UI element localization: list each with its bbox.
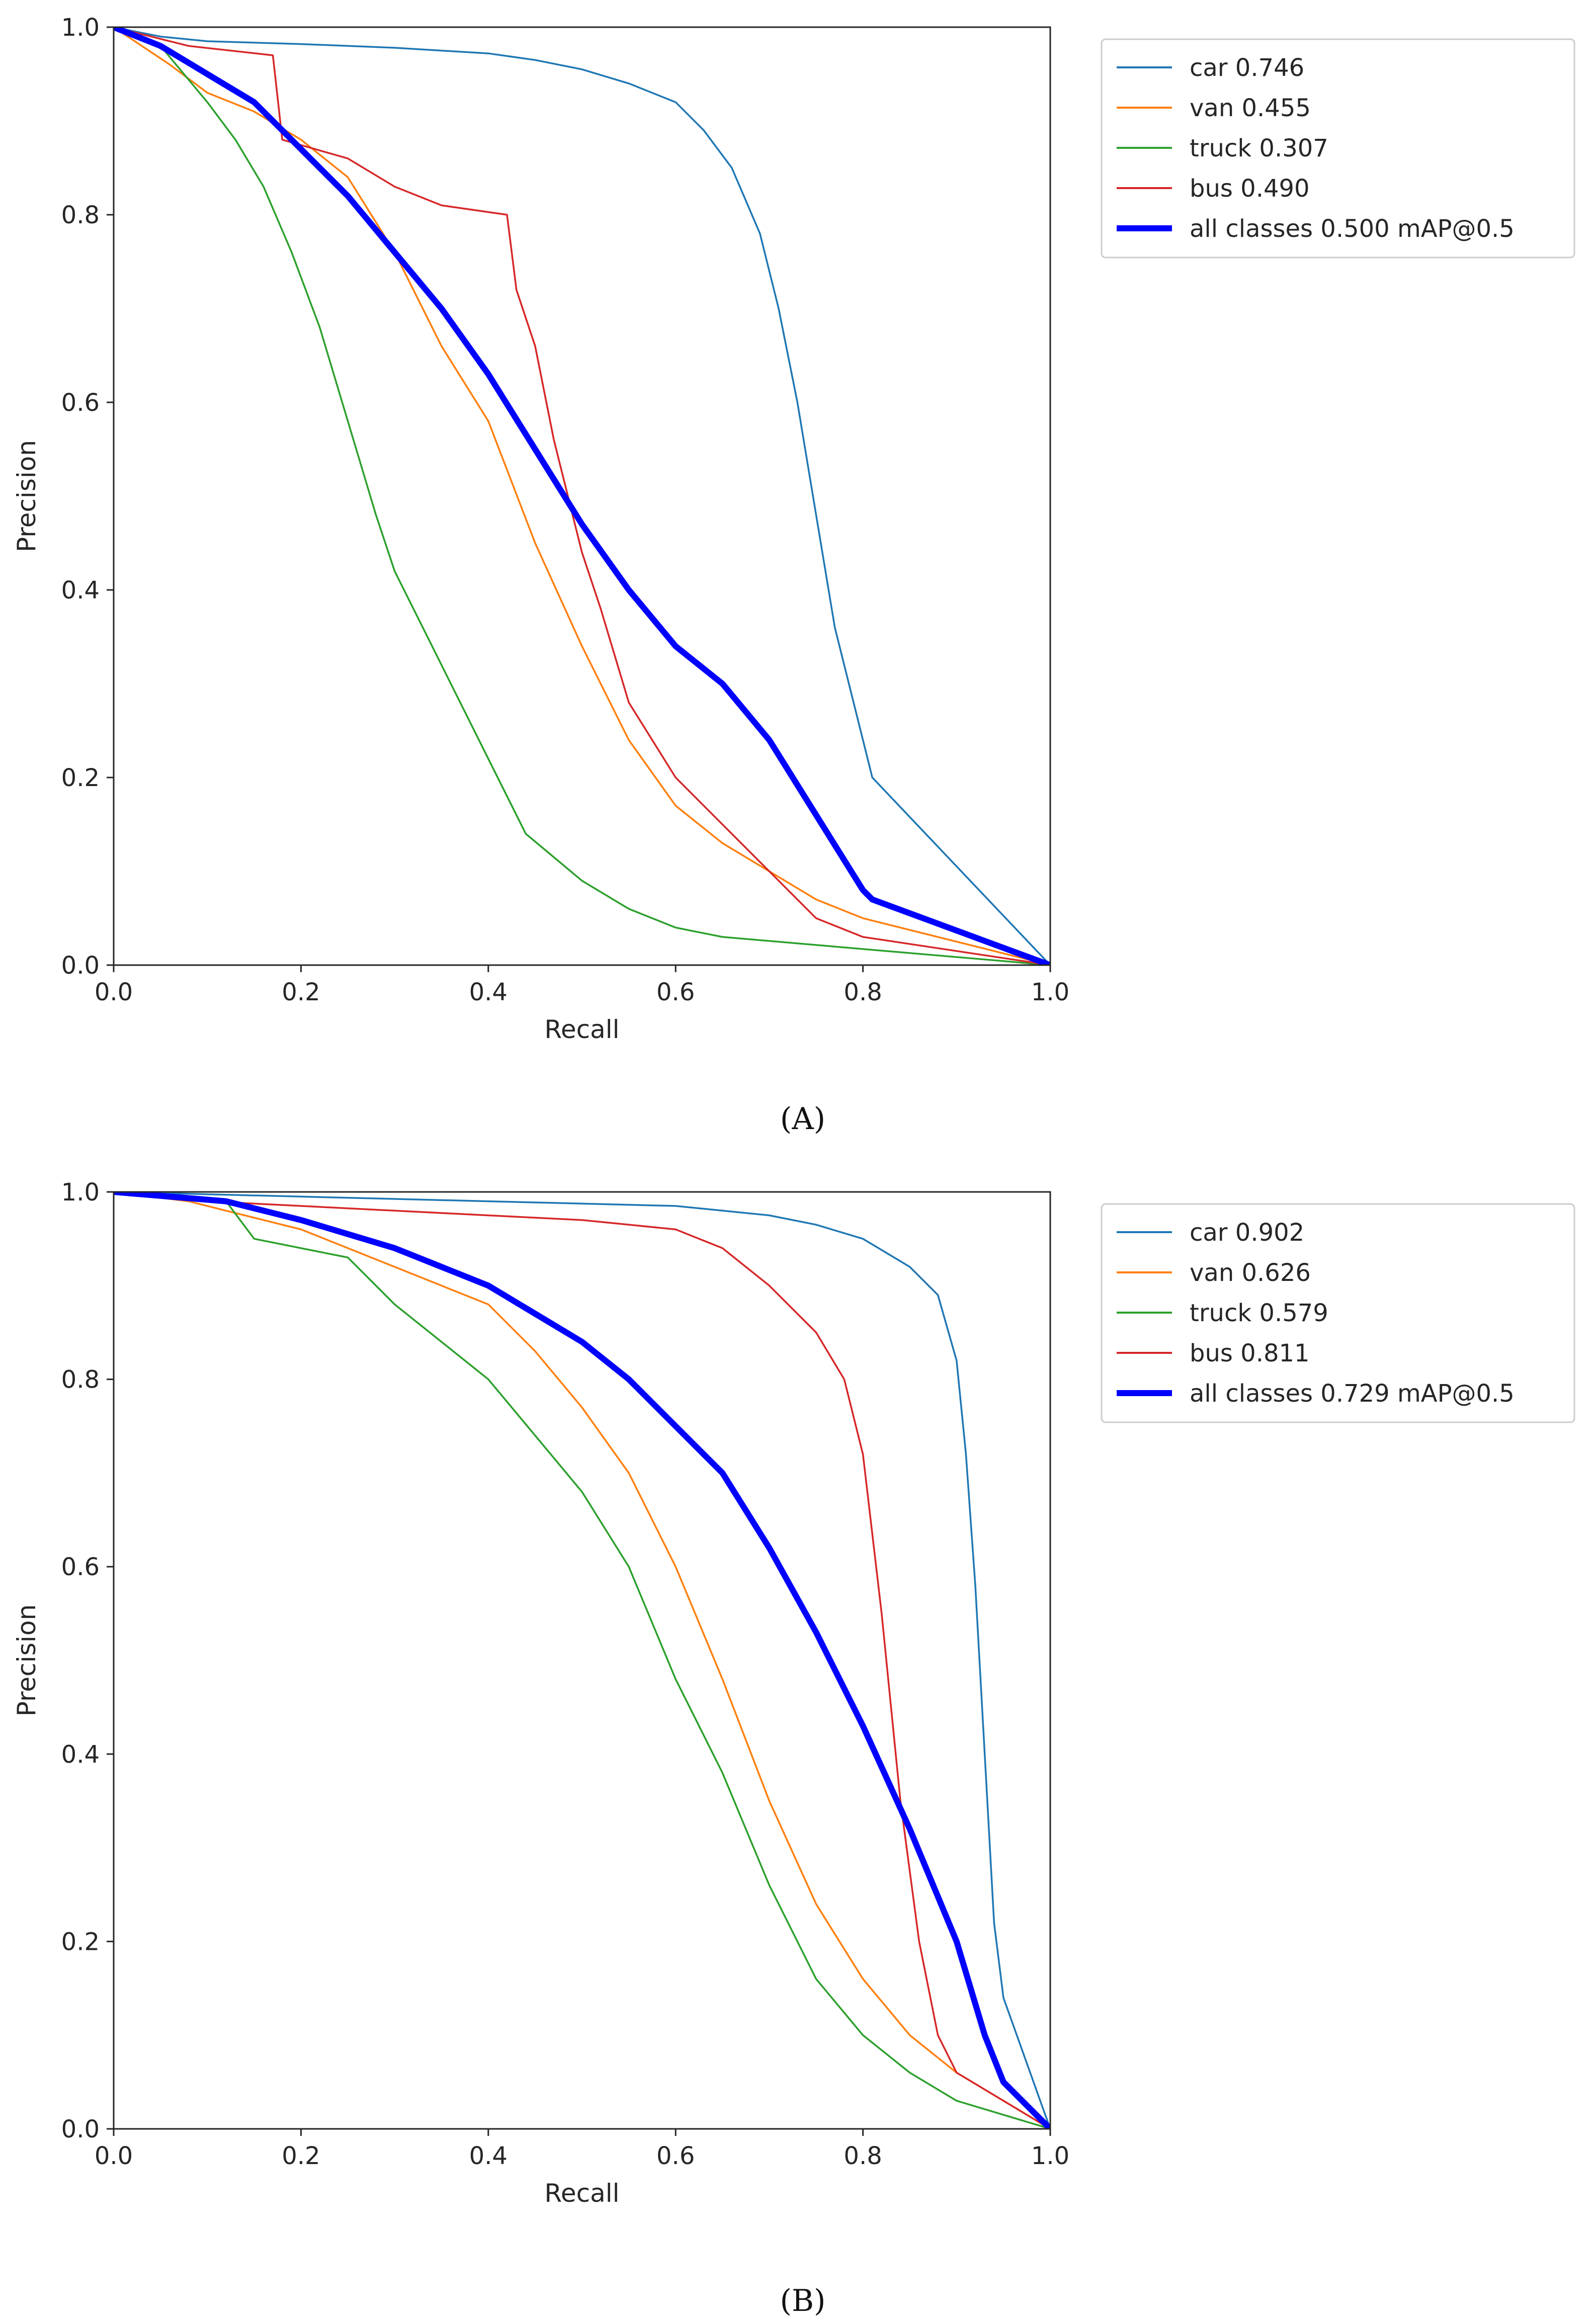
chart-a: 0.0 0.2 0.4 0.6 0.8 1.0 0.0 0.2 0.4 0.6 0.8 1.0 Reca…: [12, 14, 1575, 1044]
x-tick-label: 0.4: [469, 978, 508, 1006]
legend-label: truck 0.307: [1190, 134, 1328, 162]
y-tick-label: 0.4: [61, 576, 100, 605]
x-tick-label: 0.4: [469, 2142, 508, 2170]
series-line-truck: [114, 27, 1050, 965]
chart-b: 0.0 0.2 0.4 0.6 0.8 1.0 0.0 0.2 0.4 0.6 0.8 1.0 Reca…: [12, 1178, 1575, 2208]
x-axis-label: Recall: [544, 1015, 619, 1044]
x-tick-label: 0.8: [844, 978, 882, 1006]
legend-label: car 0.746: [1190, 54, 1304, 82]
y-axis-label: Precision: [12, 1604, 41, 1716]
y-tick-label: 0.2: [61, 764, 100, 792]
legend-label: bus 0.811: [1190, 1339, 1310, 1367]
x-tick-label: 0.6: [656, 2142, 695, 2170]
y-tick-label: 0.6: [61, 1553, 100, 1581]
series-line-bus: [114, 1192, 1050, 2129]
series-line-car: [114, 27, 1050, 965]
legend-label: all classes 0.500 mAP@0.5: [1190, 215, 1515, 243]
legend-label: all classes 0.729 mAP@0.5: [1190, 1380, 1515, 1408]
legend-box: [1101, 38, 1575, 259]
x-axis-label: Recall: [544, 2179, 619, 2208]
series-group: [114, 1192, 1050, 2129]
y-tick-label: 0.8: [61, 201, 100, 229]
legend-label: truck 0.579: [1190, 1299, 1328, 1327]
x-tick-label: 1.0: [1031, 2142, 1069, 2170]
series-line-bus: [114, 27, 1050, 965]
axes-frame: [113, 26, 1051, 966]
legend-label: bus 0.490: [1190, 175, 1310, 203]
legend: car 0.902 van 0.626 truck 0.579 bus 0.811 al…: [1101, 1203, 1575, 1423]
legend-label: van 0.455: [1190, 94, 1311, 122]
x-tick-label: 0.2: [282, 2142, 320, 2170]
y-tick-label: 0.6: [61, 389, 100, 417]
y-tick-label: 1.0: [61, 14, 100, 42]
x-tick-label: 0.8: [844, 2142, 882, 2170]
series-line-truck: [114, 1192, 1050, 2129]
y-tick-label: 0.2: [61, 1928, 100, 1956]
y-tick-label: 0.8: [61, 1366, 100, 1394]
y-tick-label: 1.0: [61, 1178, 100, 1207]
x-tick-label: 0.0: [95, 978, 133, 1006]
x-tick-label: 0.2: [282, 978, 320, 1006]
caption-a: (A): [780, 1101, 825, 1137]
series-line-van: [114, 27, 1050, 965]
series-line-van: [114, 1192, 1050, 2129]
x-tick-label: 0.6: [656, 978, 695, 1006]
x-tick-label: 0.0: [95, 2142, 133, 2170]
y-tick-label: 0.0: [61, 952, 100, 980]
series-line-all-classes: [114, 27, 1050, 965]
legend-label: van 0.626: [1190, 1259, 1311, 1287]
legend-label: car 0.902: [1190, 1219, 1304, 1247]
series-line-car: [114, 1192, 1050, 2129]
y-tick-label: 0.0: [61, 2115, 100, 2143]
x-tick-label: 1.0: [1031, 978, 1069, 1006]
legend-box: [1101, 1203, 1575, 1423]
series-group: [114, 27, 1050, 965]
series-line-all-classes: [114, 1192, 1050, 2129]
caption-b: (B): [780, 2283, 826, 2318]
y-axis-label: Precision: [12, 440, 41, 552]
axes-frame: [113, 1191, 1051, 2130]
y-tick-label: 0.4: [61, 1741, 100, 1769]
legend: car 0.746 van 0.455 truck 0.307 bus 0.490 al…: [1101, 38, 1575, 259]
